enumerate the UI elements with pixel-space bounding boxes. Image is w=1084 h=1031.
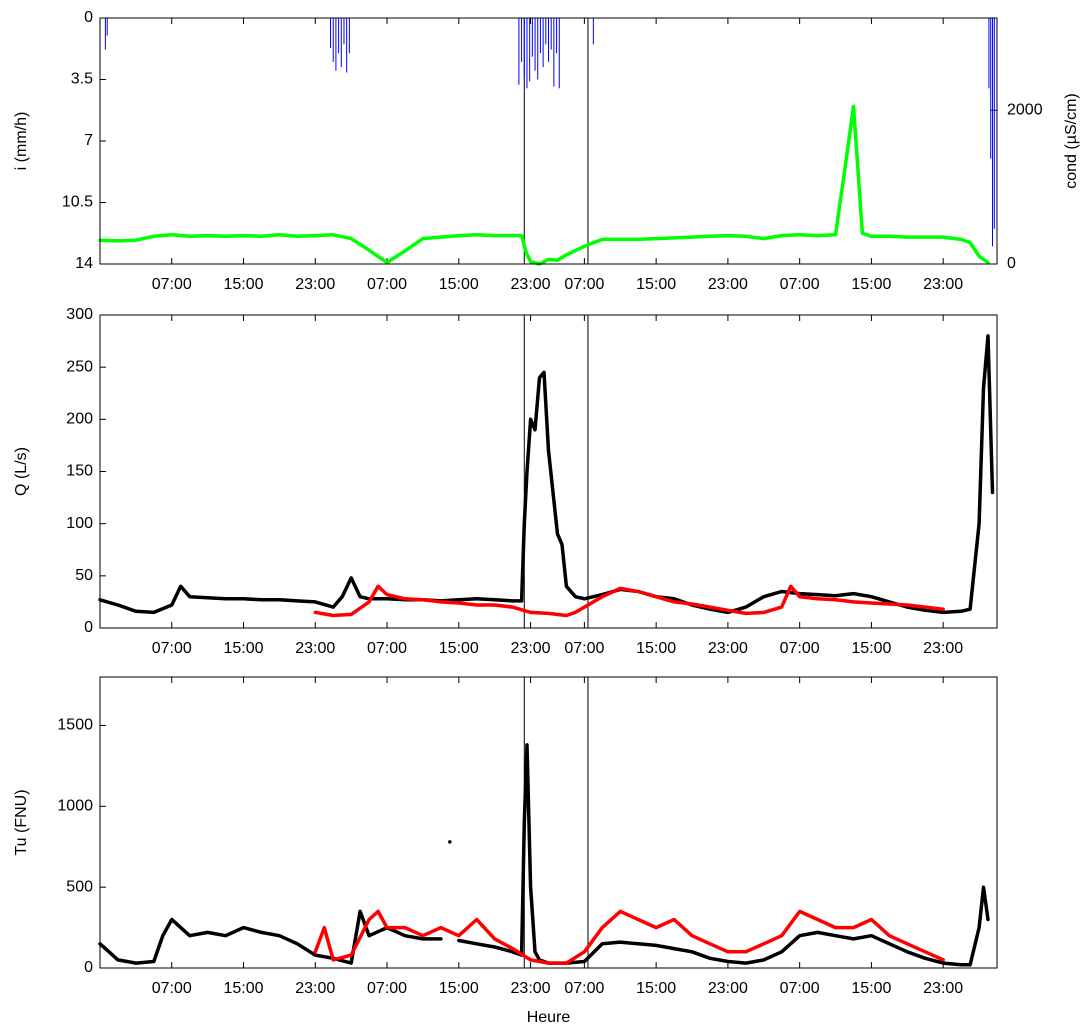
y-tick-label: 200 (66, 411, 93, 428)
x-tick-label: 15:00 (851, 980, 891, 997)
x-tick-label: 07:00 (367, 276, 407, 293)
x-tick-label: 23:00 (295, 980, 335, 997)
y-tick-label: 3.5 (71, 71, 93, 88)
y-tick-label: 1000 (57, 798, 93, 815)
axes-box (99, 676, 998, 969)
x-tick-label: 15:00 (851, 640, 891, 657)
x-tick-label: 23:00 (295, 640, 335, 657)
x-tick-label: 07:00 (780, 276, 820, 293)
x-tick-label: 23:00 (923, 640, 963, 657)
x-tick-label: 23:00 (708, 980, 748, 997)
x-tick-label: 07:00 (152, 276, 192, 293)
x-tick-label: 07:00 (564, 276, 604, 293)
x-tick-label: 23:00 (511, 640, 551, 657)
y-tick-label: 14 (75, 255, 93, 272)
x-tick-label: 15:00 (223, 980, 263, 997)
x-tick-label: 07:00 (152, 640, 192, 657)
y2-axis-label: cond (µS/cm) (1063, 93, 1080, 188)
x-axis-label: Heure (527, 1009, 571, 1026)
y2-tick-label: 2000 (1007, 101, 1043, 118)
x-tick-label: 23:00 (923, 276, 963, 293)
y-tick-label: 1500 (57, 717, 93, 734)
data-line (313, 909, 945, 965)
y-tick-label: 0 (84, 619, 93, 636)
data-line (98, 743, 990, 967)
x-tick-label: 23:00 (511, 980, 551, 997)
x-tick-label: 15:00 (851, 276, 891, 293)
x-tick-label: 07:00 (564, 640, 604, 657)
y-axis-label: i (mm/h) (13, 112, 30, 171)
axes-box (99, 314, 998, 629)
x-tick-label: 15:00 (439, 276, 479, 293)
y-tick-label: 500 (66, 878, 93, 895)
x-tick-label: 15:00 (223, 276, 263, 293)
y-axis-label: Q (L/s) (13, 447, 30, 496)
y-tick-label: 300 (66, 306, 93, 323)
y-axis-label: Tu (FNU) (13, 789, 30, 855)
data-line (98, 334, 995, 615)
x-tick-label: 07:00 (780, 640, 820, 657)
y2-tick-label: 0 (1007, 255, 1016, 272)
y-tick-label: 50 (75, 567, 93, 584)
x-tick-label: 15:00 (223, 640, 263, 657)
data-line (313, 584, 945, 618)
y-tick-label: 100 (66, 515, 93, 532)
y-tick-label: 0 (84, 959, 93, 976)
x-tick-label: 15:00 (439, 640, 479, 657)
data-line (98, 104, 990, 266)
y-tick-label: 10.5 (62, 194, 93, 211)
x-tick-label: 07:00 (152, 980, 192, 997)
y-tick-label: 150 (66, 463, 93, 480)
x-tick-label: 07:00 (780, 980, 820, 997)
x-tick-label: 07:00 (367, 980, 407, 997)
x-tick-label: 15:00 (439, 980, 479, 997)
x-tick-label: 23:00 (708, 640, 748, 657)
x-tick-label: 15:00 (636, 980, 676, 997)
x-tick-label: 23:00 (923, 980, 963, 997)
x-tick-label: 07:00 (564, 980, 604, 997)
x-tick-label: 23:00 (295, 276, 335, 293)
axes-box (99, 17, 998, 265)
x-tick-label: 07:00 (367, 640, 407, 657)
x-tick-label: 15:00 (636, 276, 676, 293)
x-tick-label: 15:00 (636, 640, 676, 657)
x-tick-label: 23:00 (708, 276, 748, 293)
y-tick-label: 250 (66, 358, 93, 375)
y-tick-label: 0 (84, 9, 93, 26)
x-tick-label: 23:00 (511, 276, 551, 293)
y-tick-label: 7 (84, 132, 93, 149)
